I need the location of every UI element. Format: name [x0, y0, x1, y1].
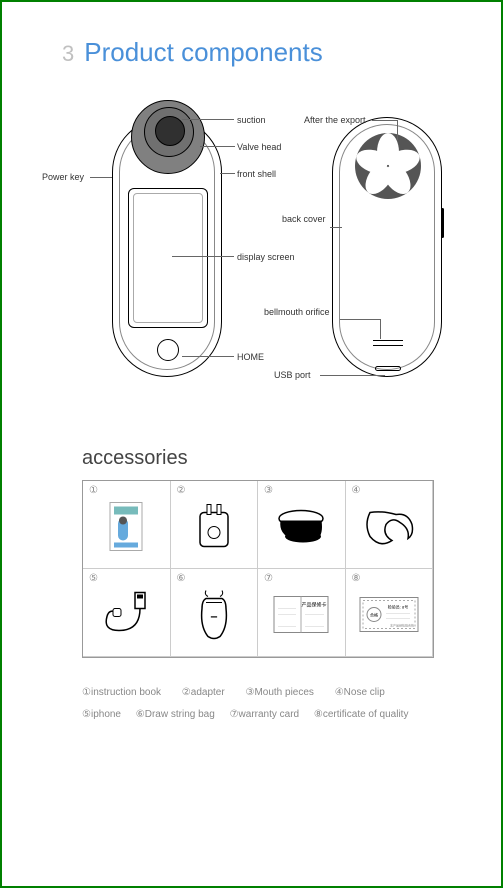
- accessory-cell-8: ⑧ 合格检验员: 8号本产品经检验合格: [346, 569, 434, 657]
- fan-icon: [355, 133, 421, 199]
- instruction-book-icon: [108, 500, 144, 557]
- valve-head-icon: [131, 100, 205, 174]
- accessories-grid: ① ② ③ ④ ⑤ ⑥ ▂▂ ⑦ 产品保修卡: [82, 480, 434, 658]
- label-back-cover: back cover: [282, 214, 326, 224]
- label-valve-head: Valve head: [237, 142, 281, 152]
- legend-item-1: ①instruction book: [82, 682, 161, 704]
- label-usb-port: USB port: [274, 370, 311, 380]
- label-front-shell: front shell: [237, 169, 276, 179]
- label-power-key: Power key: [42, 172, 84, 182]
- draw-string-bag-icon: ▂▂: [194, 588, 234, 645]
- home-button-icon: [157, 339, 179, 361]
- label-home: HOME: [237, 352, 264, 362]
- accessories-title: accessories: [82, 447, 188, 470]
- bellmouth-icon: [373, 340, 403, 344]
- usb-port-icon: [375, 366, 401, 371]
- legend-item-5: ⑤iphone: [82, 704, 121, 726]
- certificate-icon: 合格 检验员: 8号本产品经检验合格: [358, 595, 420, 638]
- legend-item-4: ④Nose clip: [335, 682, 385, 704]
- warranty-card-icon: 产品保修卡: [272, 592, 330, 641]
- svg-text:▂▂: ▂▂: [210, 612, 218, 617]
- legend-item-3: ③Mouth pieces: [245, 682, 313, 704]
- mouth-piece-icon: [273, 506, 329, 551]
- accessory-cell-3: ③: [258, 481, 346, 569]
- legend-item-2: ②adapter: [182, 682, 225, 704]
- section-number: 3: [62, 41, 74, 67]
- page-header: 3 Product components: [2, 2, 501, 68]
- legend: ①instruction book ②adapter ③Mouth pieces…: [82, 682, 442, 726]
- adapter-icon: [194, 502, 234, 555]
- legend-item-8: ⑧certificate of quality: [314, 704, 409, 726]
- svg-text:本产品经检验合格: 本产品经检验合格: [390, 622, 414, 627]
- screen-icon: [128, 188, 208, 328]
- diagram-area: Power key suction Valve head front shell…: [42, 97, 472, 417]
- accessory-cell-2: ②: [171, 481, 259, 569]
- accessory-cell-6: ⑥ ▂▂: [171, 569, 259, 657]
- back-button-icon: [441, 208, 444, 238]
- device-back: [332, 117, 442, 377]
- label-display-screen: display screen: [237, 252, 295, 262]
- label-after-export: After the export: [304, 115, 366, 125]
- accessory-cell-5: ⑤: [83, 569, 171, 657]
- accessory-cell-7: ⑦ 产品保修卡: [258, 569, 346, 657]
- accessory-cell-1: ①: [83, 481, 171, 569]
- svg-text:产品保修卡: 产品保修卡: [302, 601, 327, 608]
- section-title: Product components: [84, 37, 322, 68]
- nose-clip-icon: [362, 504, 416, 553]
- accessory-cell-4: ④: [346, 481, 434, 569]
- label-suction: suction: [237, 115, 266, 125]
- svg-text:检验员: 8号: 检验员: 8号: [388, 603, 408, 609]
- legend-item-6: ⑥Draw string bag: [136, 704, 215, 726]
- usb-cable-icon: [99, 590, 153, 643]
- legend-item-7: ⑦warranty card: [230, 704, 300, 726]
- svg-text:合格: 合格: [370, 611, 378, 617]
- label-bellmouth: bellmouth orifice: [264, 307, 330, 317]
- device-front: [112, 117, 222, 377]
